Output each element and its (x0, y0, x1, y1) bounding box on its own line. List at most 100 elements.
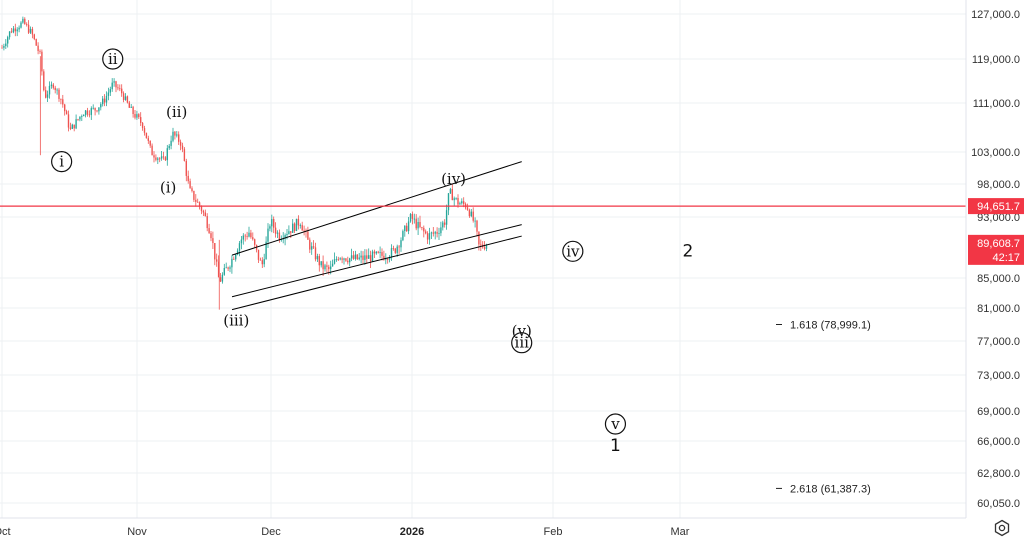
candle-body (400, 240, 402, 248)
candle-body (293, 223, 296, 231)
candle-body (75, 119, 77, 129)
wave-label-circle (511, 332, 533, 354)
candle-body (295, 218, 298, 231)
candle-body (214, 242, 216, 260)
candle-body (274, 227, 277, 234)
candle-body (5, 43, 7, 47)
candle-body (130, 106, 132, 108)
wave-label: (i) (160, 178, 177, 196)
x-tick-label: Oct (0, 526, 11, 538)
x-axis[interactable]: Oct Nov Dec 2026 Feb Mar (0, 517, 966, 538)
settings-button[interactable] (992, 518, 1012, 538)
candle-body (246, 236, 248, 237)
channel-line (231, 224, 522, 298)
candle-body (33, 34, 35, 40)
candle-body (339, 258, 341, 260)
wave-label-text: i (59, 153, 64, 171)
candle-body (65, 111, 68, 115)
candle-body (197, 201, 199, 203)
candle-body (48, 85, 51, 95)
candle-body (404, 225, 406, 232)
candle-body (297, 218, 300, 226)
candle-body (155, 157, 157, 160)
candle-body (41, 51, 43, 72)
candle-body (67, 114, 70, 128)
candle-body (415, 218, 417, 229)
y-tick-label: 93,000.0 (977, 212, 1020, 224)
candle-body (250, 232, 252, 238)
candle-body (440, 227, 442, 234)
candle-body (402, 231, 404, 241)
candle-body (373, 251, 376, 254)
candle-body (46, 94, 49, 98)
horizontal-line-tag (968, 198, 1024, 215)
candle-body (432, 232, 434, 234)
x-tick-label: Mar (671, 526, 690, 538)
candle-body (242, 235, 244, 240)
candle-body (316, 256, 319, 260)
candle-body (193, 190, 195, 200)
candle-body (16, 29, 18, 32)
candle-body (265, 241, 267, 260)
candle-body (442, 222, 444, 228)
wave-label-circle (51, 151, 73, 173)
candle-body (52, 84, 54, 88)
candle-body (117, 87, 119, 89)
candle-body (409, 214, 412, 222)
gear-icon (994, 519, 1010, 537)
candle-body (166, 148, 168, 161)
candle-body (84, 110, 87, 116)
candle-body (174, 131, 176, 136)
y-axis[interactable]: 127,000.0 119,000.0 111,000.0 103,000.0 98,0… (965, 0, 1020, 518)
candle-body (335, 259, 338, 261)
candle-body (238, 243, 241, 251)
grid (0, 0, 966, 518)
candle-body (206, 216, 208, 229)
candle-body (90, 108, 92, 115)
candle-body (126, 96, 129, 103)
candle-body (276, 232, 279, 234)
candle-body (157, 158, 159, 160)
candle-body (318, 256, 320, 266)
candle-body (103, 98, 106, 103)
candle-body (138, 114, 140, 118)
candle-body (485, 245, 488, 249)
candle-body (119, 88, 121, 90)
candle-body (472, 211, 474, 221)
candle-body (179, 141, 182, 146)
candle-body (392, 248, 395, 249)
candle-body (267, 228, 269, 242)
candle-body (136, 114, 138, 118)
candle-body (309, 239, 311, 250)
candle-body (368, 255, 370, 259)
y-tick-label: 73,000.0 (977, 370, 1020, 382)
candle-body (324, 265, 326, 270)
candle-body (299, 225, 301, 226)
candle-body (31, 28, 34, 35)
candle-body (122, 93, 125, 100)
candle-body (109, 89, 111, 93)
candle-body (164, 157, 167, 161)
candle-body (204, 212, 206, 217)
candle-body (379, 252, 381, 253)
candle-body (140, 117, 142, 123)
candle-body (312, 246, 315, 248)
candle-body (350, 255, 353, 259)
candle-body (434, 232, 436, 234)
candle-body (58, 89, 60, 99)
wave-label-text: 2 (682, 241, 693, 261)
wave-label-text: iii (515, 334, 530, 352)
channel-lines (231, 161, 522, 311)
wave-label-text: 1 (610, 436, 621, 456)
candle-body (71, 124, 73, 129)
candle-body (314, 247, 317, 260)
wave-label: 2 (682, 241, 693, 261)
candle-body (208, 228, 210, 234)
wave-label-circle (102, 48, 124, 70)
wave-label-text: (v) (512, 322, 532, 340)
wave-label-text: ii (108, 50, 118, 68)
candle-body (3, 46, 5, 48)
y-tick-label: 111,000.0 (973, 98, 1020, 110)
candle-body (326, 265, 328, 267)
